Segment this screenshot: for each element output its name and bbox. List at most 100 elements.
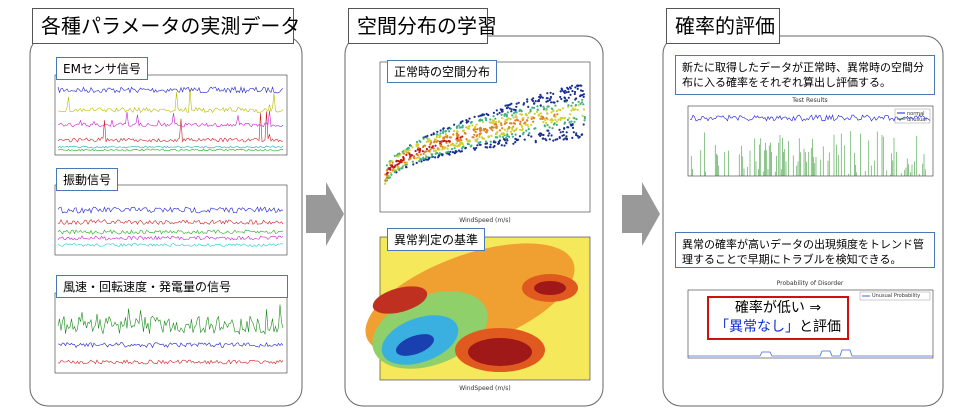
scatter-dot (394, 170, 397, 173)
scatter-dot (391, 161, 394, 164)
scatter-dot (523, 138, 526, 141)
scatter-dot (550, 101, 553, 104)
scatter-dot (479, 129, 482, 132)
scatter-dot (577, 100, 580, 103)
scatter-dot (503, 122, 506, 125)
scatter-dot (434, 149, 438, 152)
scatter-dot (400, 167, 403, 170)
scatter-dot (387, 167, 390, 170)
scatter-dot (514, 141, 517, 144)
scatter-dot (541, 137, 544, 140)
scatter-dot (406, 147, 409, 150)
scatter-dot (542, 108, 546, 111)
scatter-dot (419, 153, 422, 156)
scatter-dot (567, 105, 570, 108)
scatter-dot (574, 103, 578, 107)
scatter-dot (539, 132, 542, 135)
scatter-dot (442, 146, 446, 149)
scatter-dot (497, 142, 500, 145)
scatter-dot (416, 156, 419, 159)
scatter-dot (419, 158, 422, 161)
scatter-dot (524, 123, 527, 126)
scatter-dot (386, 174, 389, 177)
scatter-dot (534, 100, 537, 103)
scatter-dot (444, 135, 447, 138)
scatter-dot (436, 133, 439, 136)
scatter-dot (575, 133, 578, 137)
scatter-dot (542, 121, 545, 124)
scatter-dot (448, 136, 452, 139)
scatter-dot (514, 133, 517, 136)
scatter-dot (494, 141, 497, 144)
scatter-dot (537, 99, 541, 103)
scatter-dot (511, 126, 514, 129)
scatter-dot (551, 127, 554, 130)
x-axis-label: WindSpeed (m/s) (459, 217, 510, 224)
scatter-dot (571, 107, 575, 110)
scatter-dot (475, 135, 478, 138)
scatter-dot (536, 105, 539, 108)
scatter-dot (475, 146, 478, 150)
scatter-dot (416, 148, 419, 151)
scatter-dot (409, 144, 413, 147)
signal-line (57, 85, 284, 95)
scatter-dot (553, 101, 556, 104)
scatter-dot (422, 152, 425, 155)
scatter-dot (579, 102, 582, 105)
scatter-dot (450, 148, 454, 151)
chart-title: Test Results (791, 97, 827, 104)
scatter-dot (582, 108, 586, 111)
scatter-dot (503, 144, 506, 147)
signal-line (57, 235, 284, 241)
scatter-dot (461, 135, 464, 138)
scatter-dot (506, 104, 509, 107)
scatter-dot (460, 121, 463, 124)
chart-label: EMセンサ信号 (56, 57, 148, 80)
scatter-dot (415, 143, 418, 146)
scatter-dot (491, 129, 494, 132)
scatter-dot (414, 149, 417, 153)
scatter-dot (517, 101, 520, 104)
scatter-dot (509, 122, 512, 125)
scatter-dot (538, 95, 541, 99)
probability-line (688, 349, 933, 357)
scatter-dot (503, 114, 506, 117)
scatter-dot (518, 122, 522, 125)
scatter-dot (559, 90, 562, 93)
scatter-dot (527, 125, 530, 128)
description: 異常の確率が高いデータの出現頻度をトレンド管理することで早期にトラブルを検知でき… (675, 232, 935, 268)
scatter-dot (566, 126, 569, 129)
scatter-dot (527, 134, 530, 137)
scatter-dot (430, 133, 433, 136)
scatter-dot (545, 109, 548, 112)
scatter-dot (512, 116, 515, 119)
scatter-dot (501, 136, 505, 139)
scatter-dot (504, 136, 508, 140)
description: 新たに取得したデータが正常時、異常時の空間分布に入る確率をそれぞれ算出し評価する… (675, 55, 935, 95)
scatter-dot (452, 133, 455, 136)
scatter-dot (475, 123, 478, 126)
scatter-dot (455, 126, 458, 129)
scatter-dot (550, 121, 553, 124)
scatter-dot (540, 133, 543, 136)
scatter-dot (564, 137, 567, 140)
scatter-dot (427, 139, 430, 142)
scatter-dot (486, 146, 489, 149)
scatter-dot (415, 140, 419, 144)
scatter-dot (456, 135, 459, 138)
scatter-dot (563, 122, 566, 125)
scatter-dot (545, 117, 548, 120)
scatter-dot (550, 118, 553, 121)
signal-line (57, 359, 284, 365)
scatter-dot (478, 135, 481, 139)
scatter-dot (457, 143, 460, 147)
scatter-dot (455, 142, 458, 145)
scatter-dot (506, 106, 509, 109)
scatter-dot (511, 114, 514, 117)
scatter-dot (465, 126, 468, 129)
scatter-dot (464, 146, 467, 149)
scatter-dot (559, 95, 562, 99)
scatter-dot (570, 120, 573, 123)
scatter-dot (565, 138, 568, 141)
signal-line (57, 229, 284, 235)
